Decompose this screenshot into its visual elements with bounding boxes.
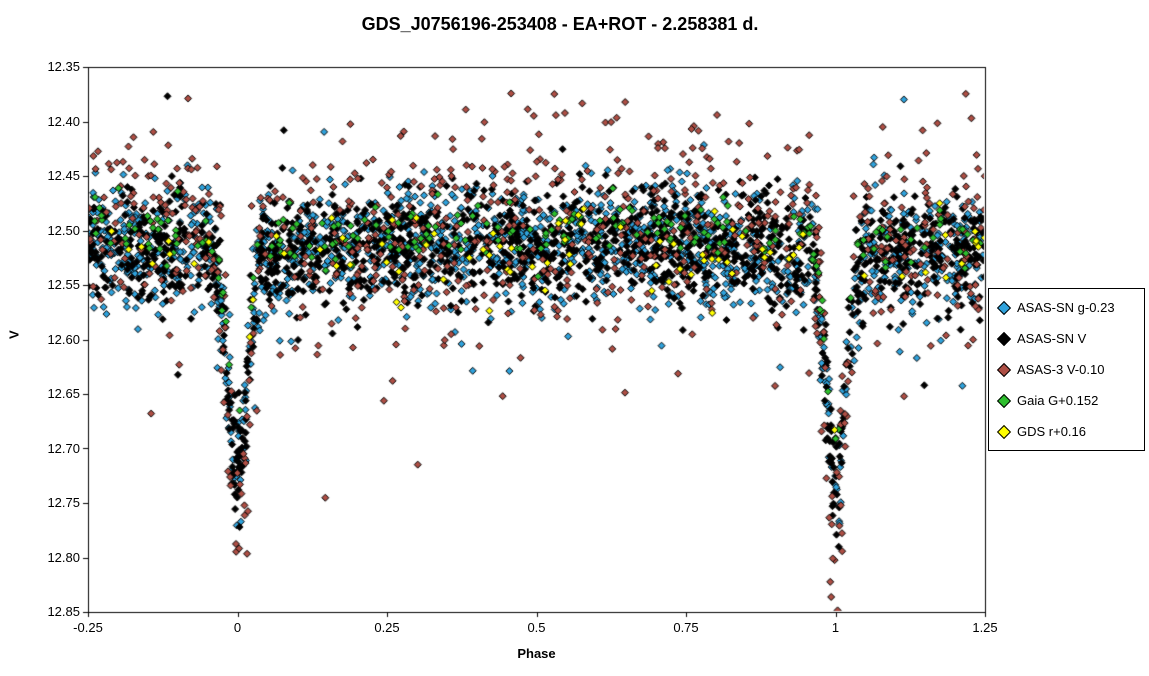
legend-item-label: ASAS-SN g-0.23 [1017,300,1115,315]
diamond-marker-icon [996,393,1012,408]
diamond-marker-icon [996,362,1012,377]
chart-title: GDS_J0756196-253408 - EA+ROT - 2.258381 … [361,14,759,34]
legend-item: Gaia G+0.152 [996,393,1136,408]
diamond-marker-icon [996,331,1012,346]
diamond-marker-icon [996,424,1012,439]
legend-item: ASAS-SN g-0.23 [996,300,1136,315]
legend-item-label: ASAS-SN V [1017,331,1087,346]
diamond-marker-icon [996,300,1012,315]
legend-item-label: Gaia G+0.152 [1017,393,1099,408]
x-axis-title: Phase [517,646,556,661]
legend-item: GDS r+0.16 [996,424,1136,439]
legend-item: ASAS-SN V [996,331,1136,346]
legend: ASAS-SN g-0.23 ASAS-SN V ASAS-3 V-0.10 Gaia… [988,288,1145,451]
legend-item: ASAS-3 V-0.10 [996,362,1136,377]
legend-item-label: ASAS-3 V-0.10 [1017,362,1105,377]
legend-item-label: GDS r+0.16 [1017,424,1087,439]
